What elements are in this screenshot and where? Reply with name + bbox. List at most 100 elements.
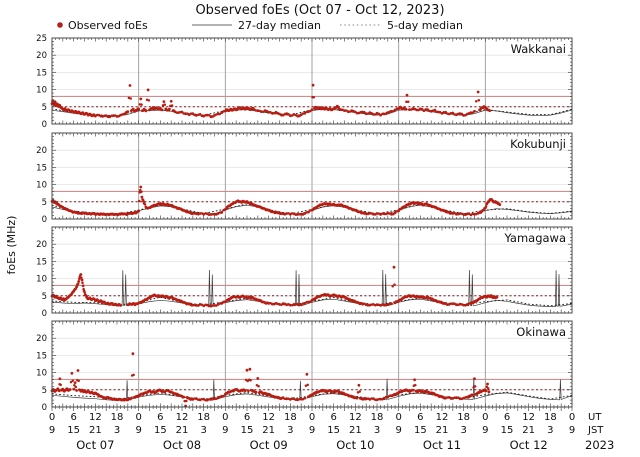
jst-hour-label: 21 [89,425,102,436]
jst-hour-label: 3 [460,425,466,436]
ut-hour-label: 12 [176,412,189,423]
ut-hour-label: 6 [504,412,510,423]
panel-frame [51,132,573,220]
jst-hour-label: 9 [222,425,228,436]
jst-hour-label: 15 [414,425,427,436]
day-label: Oct 10 [336,438,374,452]
observed-dots [50,185,502,217]
jst-hour-label: 3 [114,425,120,436]
jst-hour-label: 15 [501,425,514,436]
station-label: Okinawa [516,325,566,339]
ut-hour-label: 18 [371,412,384,423]
legend-observed-label: Observed foEs [68,19,148,32]
observed-dots [50,352,491,408]
ut-hour-label: 0 [222,412,228,423]
ut-hour-label: 0 [482,412,488,423]
station-label: Wakkanai [511,42,566,56]
jst-hour-label: 21 [349,425,362,436]
y-tick-label: 5 [42,292,47,302]
jst-hour-label: 9 [569,425,575,436]
ut-hour-label: 12 [262,412,275,423]
legend-median5-label: 5-day median [387,19,463,32]
panel-frame [51,226,573,314]
panel-frame [51,37,573,125]
ut-hour-label: 12 [436,412,449,423]
jst-hour-label: 21 [176,425,189,436]
y-tick-label: 20 [36,334,47,344]
day-label: Oct 08 [163,438,201,452]
jst-hour-label: 3 [200,425,206,436]
jst-hour-label: 3 [547,425,553,436]
jst-hour-label: 9 [49,425,55,436]
jst-hour-label: 9 [135,425,141,436]
y-tick-label: 15 [36,68,47,78]
ut-hour-label: 18 [284,412,297,423]
y-tick-label: 5 [42,386,47,396]
jst-hour-label: 3 [287,425,293,436]
x-unit-jst-label: JST [587,425,604,436]
y-tick-label: 15 [36,257,47,267]
ut-hour-label: 18 [457,412,470,423]
jst-hour-label: 21 [262,425,275,436]
ut-hour-label: 12 [349,412,362,423]
ut-hour-label: 0 [49,412,55,423]
x-unit-ut-label: UT [588,412,602,423]
y-tick-label: 0 [42,215,47,225]
jst-hour-label: 9 [395,425,401,436]
ut-hour-label: 6 [157,412,163,423]
y-tick-label: 10 [36,86,47,96]
jst-hour-label: 15 [241,425,254,436]
y-axis-label: foEs (MHz) [5,216,18,275]
jst-hour-label: 15 [67,425,80,436]
panel-frame [51,320,573,408]
y-tick-label: 10 [36,181,47,191]
jst-hour-label: 3 [374,425,380,436]
panels: 0 5 10 15 20 25 Wakkanai 0 5 10 15 20 Kokubunji 0 5 10 1… [36,34,573,413]
y-tick-label: 25 [36,34,47,44]
y-tick-label: 10 [36,369,47,379]
ut-hour-label: 6 [70,412,76,423]
ut-hour-label: 6 [417,412,423,423]
y-tick-label: 15 [36,163,47,173]
day-label: Oct 07 [76,438,114,452]
y-tick-label: 15 [36,351,47,361]
y-tick-label: 0 [42,403,47,413]
ut-hour-label: 0 [569,412,575,423]
day-label: Oct 12 [510,438,548,452]
ut-hour-label: 18 [197,412,210,423]
jst-hour-label: 21 [522,425,535,436]
y-tick-label: 20 [36,146,47,156]
jst-hour-label: 15 [327,425,340,436]
ut-hour-label: 0 [395,412,401,423]
jst-hour-label: 9 [309,425,315,436]
panel-yamagawa: 0 5 10 15 20 Yamagawa [36,226,573,319]
x-axis-labels: 0 9 6 15 12 21 18 3 0 9 6 15 12 21 18 3 0 9 6 15 12 21 18 3 0 9 6 1… [49,412,575,452]
ut-hour-label: 12 [89,412,102,423]
ut-hour-label: 18 [544,412,557,423]
ut-hour-label: 12 [522,412,535,423]
jst-hour-label: 21 [436,425,449,436]
legend: Observed foEs 27-day median 5-day median [57,19,463,32]
station-label: Kokubunji [510,137,566,151]
legend-median27-label: 27-day median [238,19,321,32]
y-tick-label: 20 [36,51,47,61]
ut-hour-label: 0 [135,412,141,423]
ut-hour-label: 18 [111,412,124,423]
ut-hour-label: 6 [330,412,336,423]
y-tick-label: 5 [42,103,47,113]
jst-hour-label: 15 [154,425,167,436]
observed-dots [50,83,492,119]
legend-observed-dot-icon [57,22,63,28]
panel-wakkanai: 0 5 10 15 20 25 Wakkanai [36,34,573,130]
x-year-label: 2023 [585,438,614,452]
y-tick-label: 20 [36,240,47,250]
y-tick-label: 5 [42,198,47,208]
ut-hour-label: 0 [309,412,315,423]
ut-hour-label: 6 [244,412,250,423]
jst-hour-label: 9 [482,425,488,436]
chart-title: Observed foEs (Oct 07 - Oct 12, 2023) [195,3,444,18]
station-label: Yamagawa [503,231,566,245]
panel-okinawa: 0 5 10 15 20 Okinawa [36,320,573,413]
